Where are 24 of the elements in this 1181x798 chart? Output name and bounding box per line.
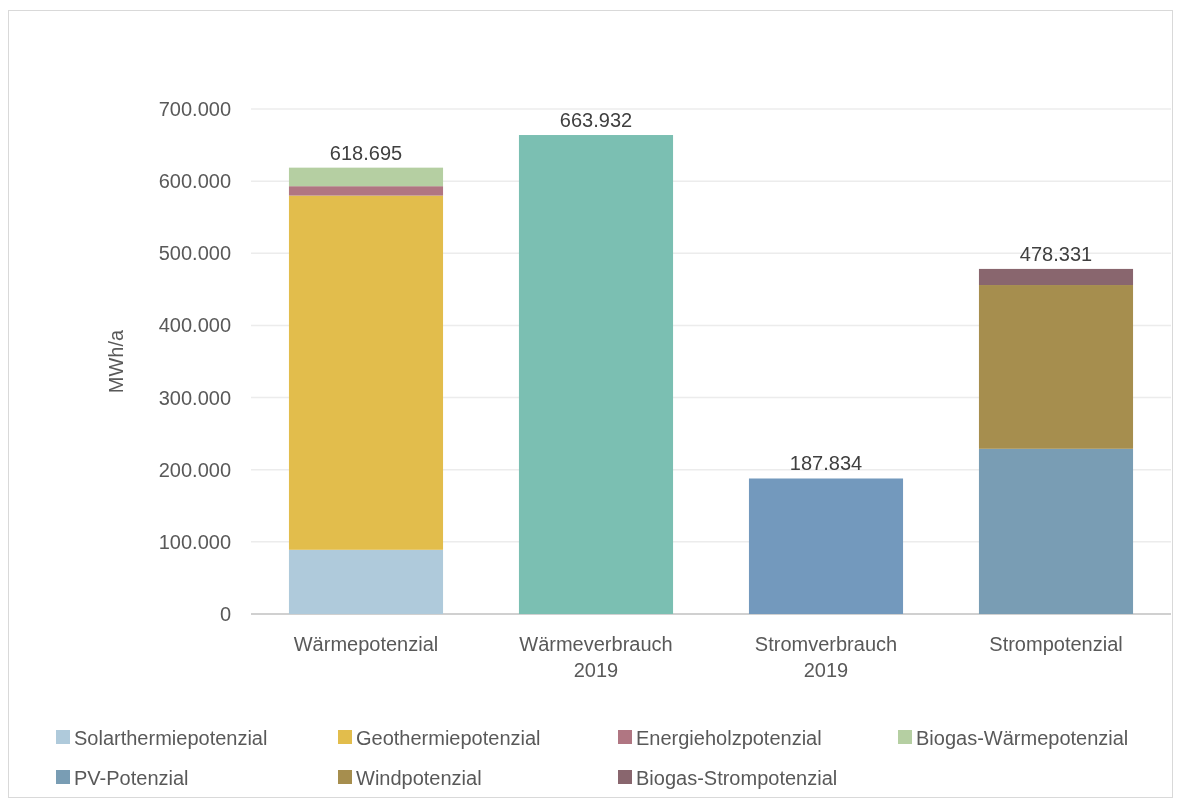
y-tick-label: 600.000 <box>158 170 231 193</box>
total-label: 618.695 <box>329 141 403 164</box>
total-label: 478.331 <box>1019 242 1093 265</box>
legend-label: Geothermiepotenzial <box>356 727 541 749</box>
y-tick-label: 700.000 <box>158 98 231 120</box>
total-label: 187.834 <box>789 452 863 475</box>
y-tick-label: 100.000 <box>158 530 231 553</box>
y-axis-title: MWh/a <box>105 328 127 394</box>
legend-label: Solarthermiepotenzial <box>74 727 268 749</box>
x-tick-label: Stromverbrauch 2019 <box>754 633 898 681</box>
legend-label: Biogas-Strompotenzial <box>636 767 838 789</box>
y-tick-label: 0 <box>219 603 231 625</box>
y-tick-label: 500.000 <box>158 242 231 265</box>
total-label: 663.932 <box>559 109 633 132</box>
x-tick-label: Wärmepotenzial <box>293 633 439 655</box>
legend-label: Biogas-Wärmepotenzial <box>916 727 1129 749</box>
legend-label: Energieholzpotenzial <box>636 727 822 749</box>
x-tick-label: Strompotenzial <box>989 633 1123 655</box>
legend-label: PV-Potenzial <box>74 767 189 789</box>
legend-label: Windpotenzial <box>356 767 482 789</box>
y-tick-label: 400.000 <box>158 314 231 337</box>
y-tick-label: 200.000 <box>158 458 231 481</box>
y-tick-label: 300.000 <box>158 386 231 409</box>
x-tick-label: Wärmeverbrauch 2019 <box>519 633 673 681</box>
